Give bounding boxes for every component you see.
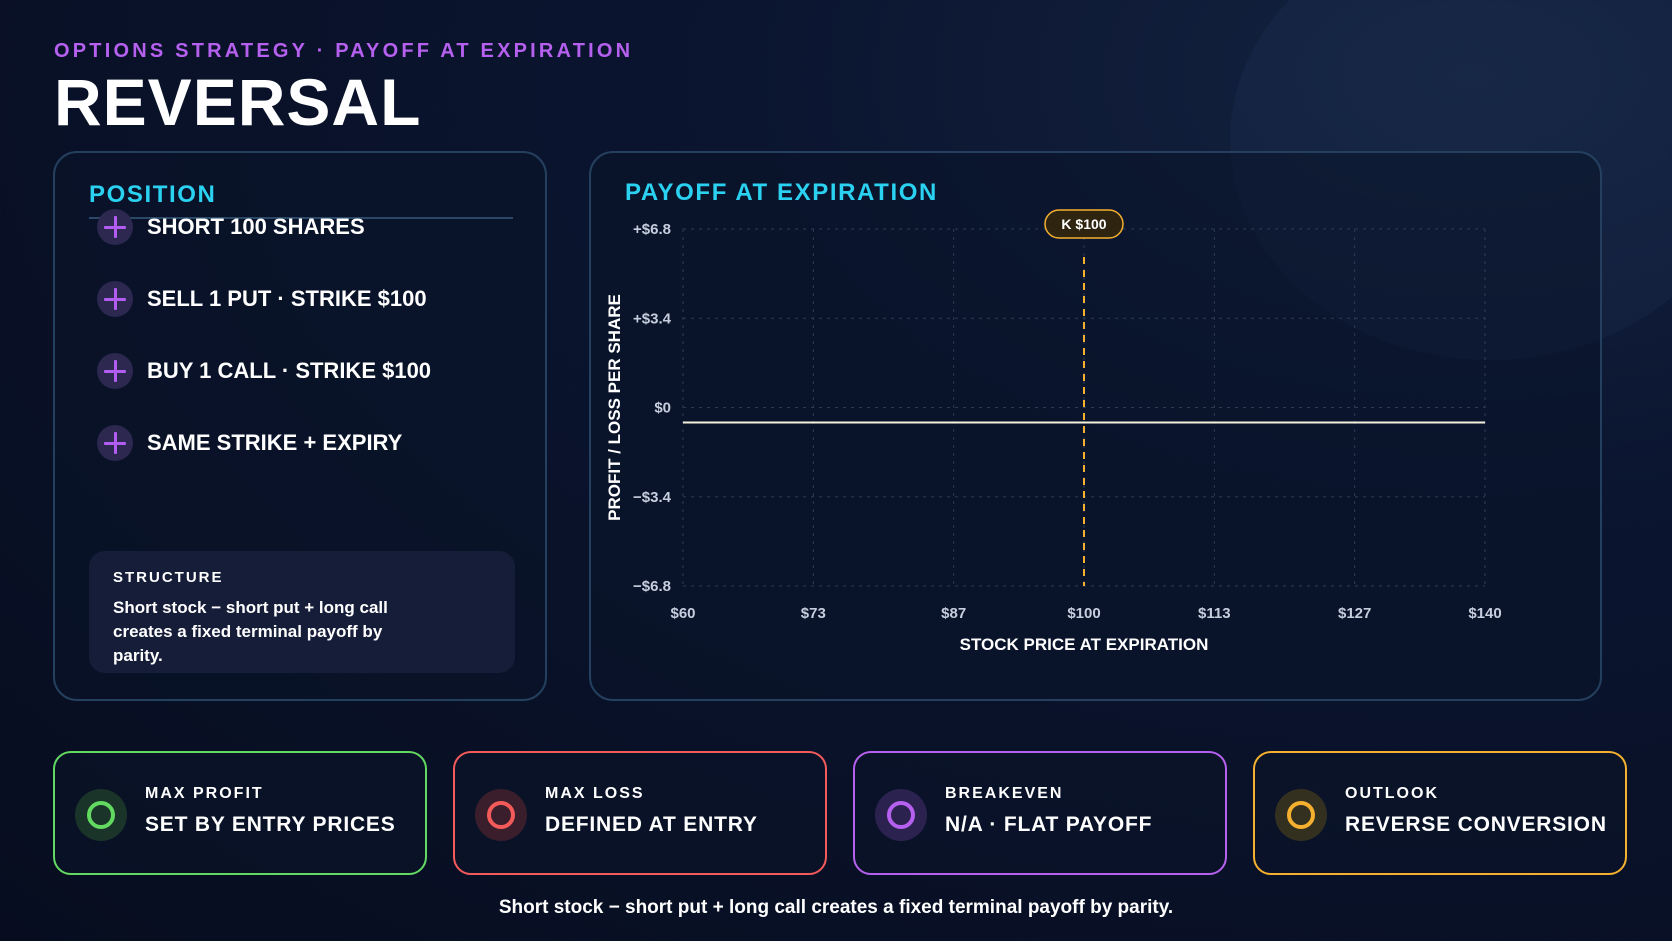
y-tick-label: $0 — [654, 400, 671, 417]
card-label: MAX LOSS — [545, 785, 645, 802]
y-tick-label: −$3.4 — [633, 489, 672, 506]
page-title: REVERSAL — [54, 65, 422, 139]
card-value: REVERSE CONVERSION — [1345, 813, 1607, 836]
strike-label: K $100 — [1061, 216, 1106, 232]
strike-label-badge — [1044, 209, 1124, 239]
circle-icon — [475, 789, 527, 841]
structure-title: STRUCTURE — [113, 569, 224, 586]
plus-icon — [97, 281, 133, 317]
page-eyebrow: OPTIONS STRATEGY · PAYOFF AT EXPIRATION — [54, 40, 634, 62]
position-heading: POSITION — [89, 181, 217, 208]
card-breakeven: BREAKEVEN N/A · FLAT PAYOFF — [853, 751, 1227, 875]
position-panel: POSITION SHORT 100 SHARES SELL 1 PUT · S… — [53, 151, 547, 701]
x-tick-label: $60 — [670, 605, 695, 622]
chart-heading: PAYOFF AT EXPIRATION — [625, 179, 938, 206]
position-item-label: SELL 1 PUT · STRIKE $100 — [147, 286, 427, 311]
position-item-sell-put: SELL 1 PUT · STRIKE $100 — [97, 281, 517, 317]
y-tick-label: −$6.8 — [633, 578, 671, 595]
x-tick-label: $87 — [941, 605, 966, 622]
structure-text: Short stock − short put + long call crea… — [113, 598, 388, 665]
x-tick-label: $113 — [1198, 605, 1231, 622]
x-tick-label: $100 — [1067, 605, 1100, 622]
position-item-label: SAME STRIKE + EXPIRY — [147, 430, 403, 455]
card-max-profit: MAX PROFIT SET BY ENTRY PRICES — [53, 751, 427, 875]
x-axis-title: STOCK PRICE AT EXPIRATION — [960, 635, 1209, 654]
structure-box: STRUCTURE Short stock − short put + long… — [89, 551, 515, 673]
plus-icon — [97, 353, 133, 389]
position-item-label: SHORT 100 SHARES — [147, 214, 365, 239]
card-label: BREAKEVEN — [945, 785, 1064, 802]
chart-panel: +$6.8 +$3.4 $0 −$3.4 −$6.8 $60 $73 $87 $100 $113 $… — [589, 151, 1602, 701]
summary-cards: MAX PROFIT SET BY ENTRY PRICES MAX LOSS … — [53, 751, 1628, 875]
x-tick-label: $140 — [1468, 605, 1501, 622]
plus-icon — [97, 425, 133, 461]
plus-icon — [97, 209, 133, 245]
x-tick-label: $73 — [801, 605, 826, 622]
circle-icon — [75, 789, 127, 841]
y-tick-label: +$6.8 — [633, 221, 671, 238]
payoff-chart: +$6.8 +$3.4 $0 −$3.4 −$6.8 $60 $73 $87 $100 $113 $… — [605, 209, 1502, 654]
card-label: OUTLOOK — [1345, 785, 1439, 802]
card-outlook: OUTLOOK REVERSE CONVERSION — [1253, 751, 1627, 875]
card-max-loss: MAX LOSS DEFINED AT ENTRY — [453, 751, 827, 875]
position-item-buy-call: BUY 1 CALL · STRIKE $100 — [97, 353, 517, 389]
circle-icon — [1275, 789, 1327, 841]
y-tick-label: +$3.4 — [633, 310, 672, 327]
circle-icon — [875, 789, 927, 841]
card-value: DEFINED AT ENTRY — [545, 813, 758, 836]
position-item-same-strike: SAME STRIKE + EXPIRY — [97, 425, 517, 461]
position-item-short-shares: SHORT 100 SHARES — [97, 209, 517, 245]
card-label: MAX PROFIT — [145, 785, 264, 802]
position-heading-divider — [89, 217, 513, 219]
footer-note: Short stock − short put + long call crea… — [498, 897, 1174, 918]
y-axis-title: PROFIT / LOSS PER SHARE — [605, 294, 624, 521]
card-value: SET BY ENTRY PRICES — [145, 813, 396, 836]
x-tick-label: $127 — [1338, 605, 1371, 622]
position-item-label: BUY 1 CALL · STRIKE $100 — [147, 358, 432, 383]
card-value: N/A · FLAT PAYOFF — [945, 813, 1153, 836]
